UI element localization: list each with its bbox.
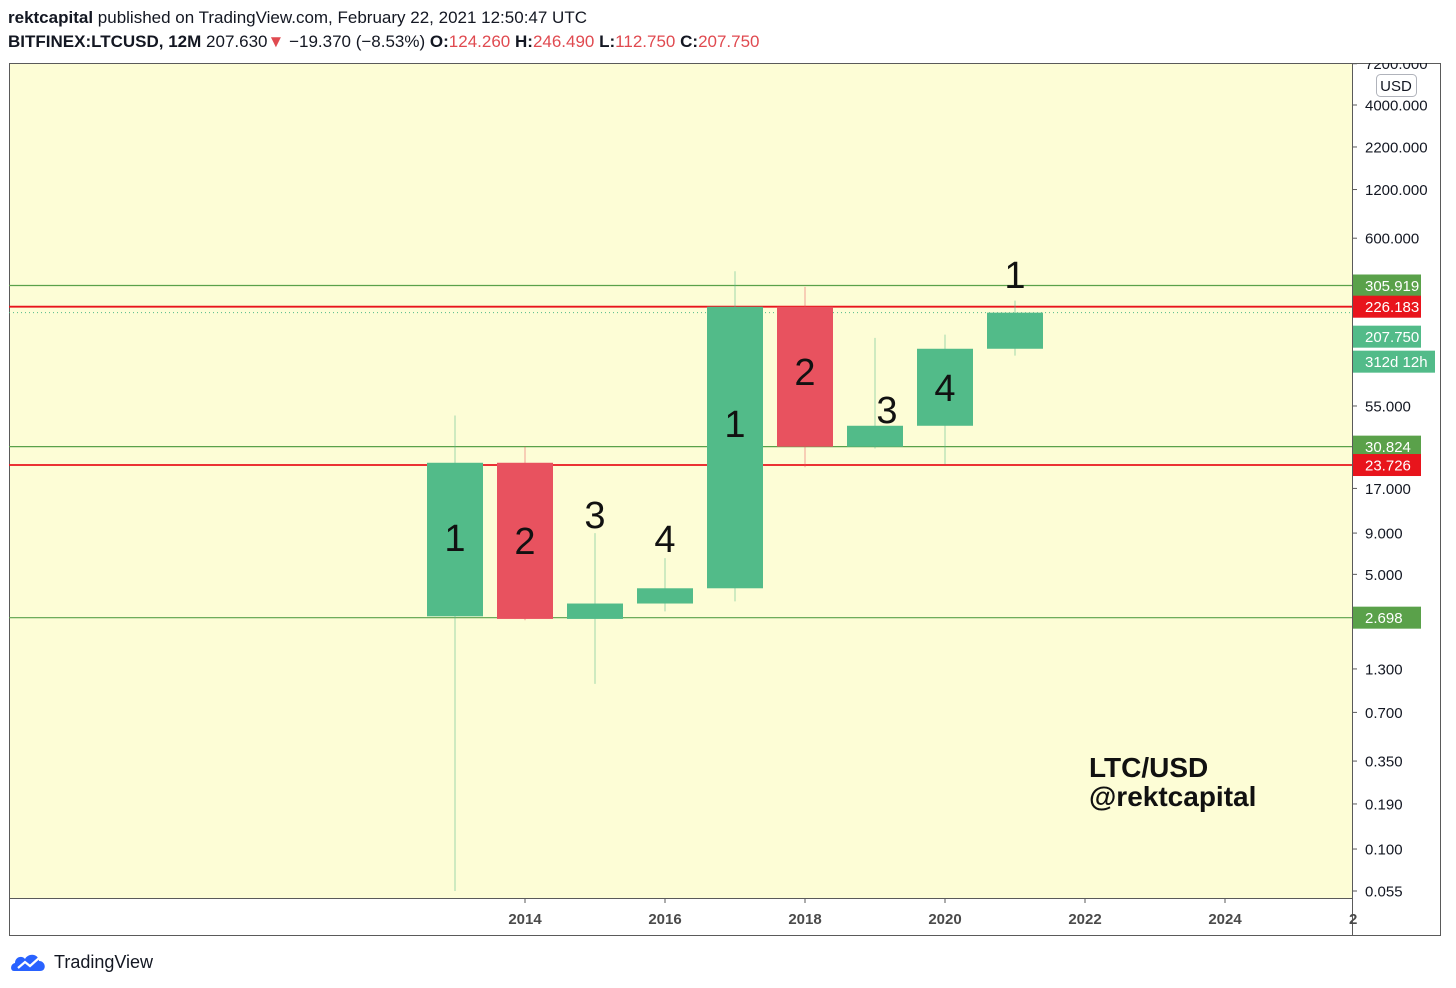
y-tick-label: 0.055 bbox=[1365, 884, 1403, 901]
y-tick-label: 5.000 bbox=[1365, 567, 1403, 584]
candle-body bbox=[497, 462, 553, 619]
level-badge: 305.919 bbox=[1365, 278, 1419, 295]
level-badge: 2.698 bbox=[1365, 610, 1403, 627]
candle-body bbox=[707, 306, 763, 589]
symbol-name: BITFINEX:LTCUSD, 12M bbox=[8, 32, 202, 51]
count-label: 1 bbox=[724, 404, 745, 446]
countdown-badge: 312d 12h bbox=[1365, 354, 1428, 371]
count-label: 4 bbox=[654, 519, 675, 561]
author-name[interactable]: rektcapital bbox=[8, 8, 94, 27]
candle-body bbox=[847, 425, 903, 447]
count-label: 4 bbox=[934, 368, 955, 410]
currency-badge: USD bbox=[1380, 78, 1412, 95]
y-tick-label: 1.300 bbox=[1365, 661, 1403, 678]
publish-info: rektcapital published on TradingView.com… bbox=[8, 8, 587, 28]
y-tick-label: 600.000 bbox=[1365, 231, 1419, 248]
candle-body bbox=[917, 348, 973, 426]
last-price-badge-bg bbox=[1353, 325, 1421, 348]
down-arrow-icon: ▼ bbox=[267, 32, 285, 51]
count-label: 1 bbox=[444, 518, 465, 560]
candle-body bbox=[567, 603, 623, 619]
count-label: 3 bbox=[584, 495, 605, 537]
y-tick-label: 9.000 bbox=[1365, 526, 1403, 543]
price-axis-background bbox=[1352, 63, 1441, 898]
level-badge: 23.726 bbox=[1365, 458, 1411, 475]
chart-frame bbox=[9, 63, 1441, 936]
plot-background bbox=[9, 63, 1352, 898]
y-tick-label: 0.350 bbox=[1365, 754, 1403, 771]
level-badge-bg bbox=[1353, 606, 1421, 629]
high-label: H: bbox=[514, 32, 533, 51]
level-badge-bg bbox=[1353, 435, 1421, 458]
candles-group bbox=[427, 271, 1043, 891]
brand-name: TradingView bbox=[54, 951, 154, 972]
count-label: 3 bbox=[876, 390, 897, 432]
level-badge: 30.824 bbox=[1365, 439, 1411, 456]
y-tick-label: 7200.000 bbox=[1365, 56, 1428, 73]
tradingview-logo[interactable]: TradingView bbox=[10, 950, 153, 974]
candle-body bbox=[987, 312, 1043, 349]
y-tick-label: 4000.000 bbox=[1365, 98, 1428, 115]
time-axis-background bbox=[9, 898, 1352, 936]
x-tick-label-cut: 2 bbox=[1349, 911, 1357, 928]
countdown-badge-bg bbox=[1353, 350, 1435, 373]
close-label: C: bbox=[680, 32, 699, 51]
level-badge-bg bbox=[1353, 274, 1421, 297]
candle-body bbox=[777, 306, 833, 447]
last-price: 207.630 bbox=[206, 32, 268, 51]
y-tick-label: 17.000 bbox=[1365, 481, 1411, 498]
x-tick-label: 2022 bbox=[1068, 911, 1101, 928]
candle-body bbox=[427, 462, 483, 617]
x-tick-label: 2024 bbox=[1208, 911, 1242, 928]
candle-body bbox=[637, 588, 693, 604]
y-tick-label: 0.700 bbox=[1365, 705, 1403, 722]
count-label: 1 bbox=[1004, 255, 1025, 297]
y-tick-label: 0.100 bbox=[1365, 842, 1403, 859]
published-text: published on TradingView.com, February 2… bbox=[97, 8, 587, 27]
currency-badge-bg bbox=[1376, 74, 1417, 97]
y-tick-label: 55.000 bbox=[1365, 398, 1411, 415]
symbol-legend: BITFINEX:LTCUSD, 12M 207.630▼ −19.370 (−… bbox=[8, 32, 760, 52]
x-tick-label: 2016 bbox=[648, 911, 681, 928]
y-tick-label: 1200.000 bbox=[1365, 182, 1428, 199]
x-tick-label: 2018 bbox=[788, 911, 821, 928]
low-label: L: bbox=[599, 32, 616, 51]
level-badge-bg bbox=[1353, 454, 1421, 477]
count-label: 2 bbox=[514, 521, 535, 563]
low-value: 112.750 bbox=[615, 32, 676, 51]
level-badge: 226.183 bbox=[1365, 299, 1419, 316]
annotation-text: LTC/USD bbox=[1089, 752, 1208, 783]
x-tick-label: 2020 bbox=[928, 911, 961, 928]
cloud-icon bbox=[11, 954, 45, 971]
last-price-badge: 207.750 bbox=[1365, 329, 1419, 346]
x-tick-label: 2014 bbox=[508, 911, 542, 928]
level-badge-bg bbox=[1353, 295, 1421, 318]
y-tick-label: 2200.000 bbox=[1365, 139, 1428, 156]
high-value: 246.490 bbox=[532, 32, 595, 51]
y-tick-label: 0.190 bbox=[1365, 796, 1403, 813]
open-value: 124.260 bbox=[448, 32, 511, 51]
close-value: 207.750 bbox=[698, 32, 760, 51]
count-label: 2 bbox=[794, 352, 815, 394]
annotation-text: @rektcapital bbox=[1089, 781, 1256, 812]
open-label: O: bbox=[429, 32, 449, 51]
price-change: −19.370 (−8.53%) bbox=[289, 32, 426, 51]
